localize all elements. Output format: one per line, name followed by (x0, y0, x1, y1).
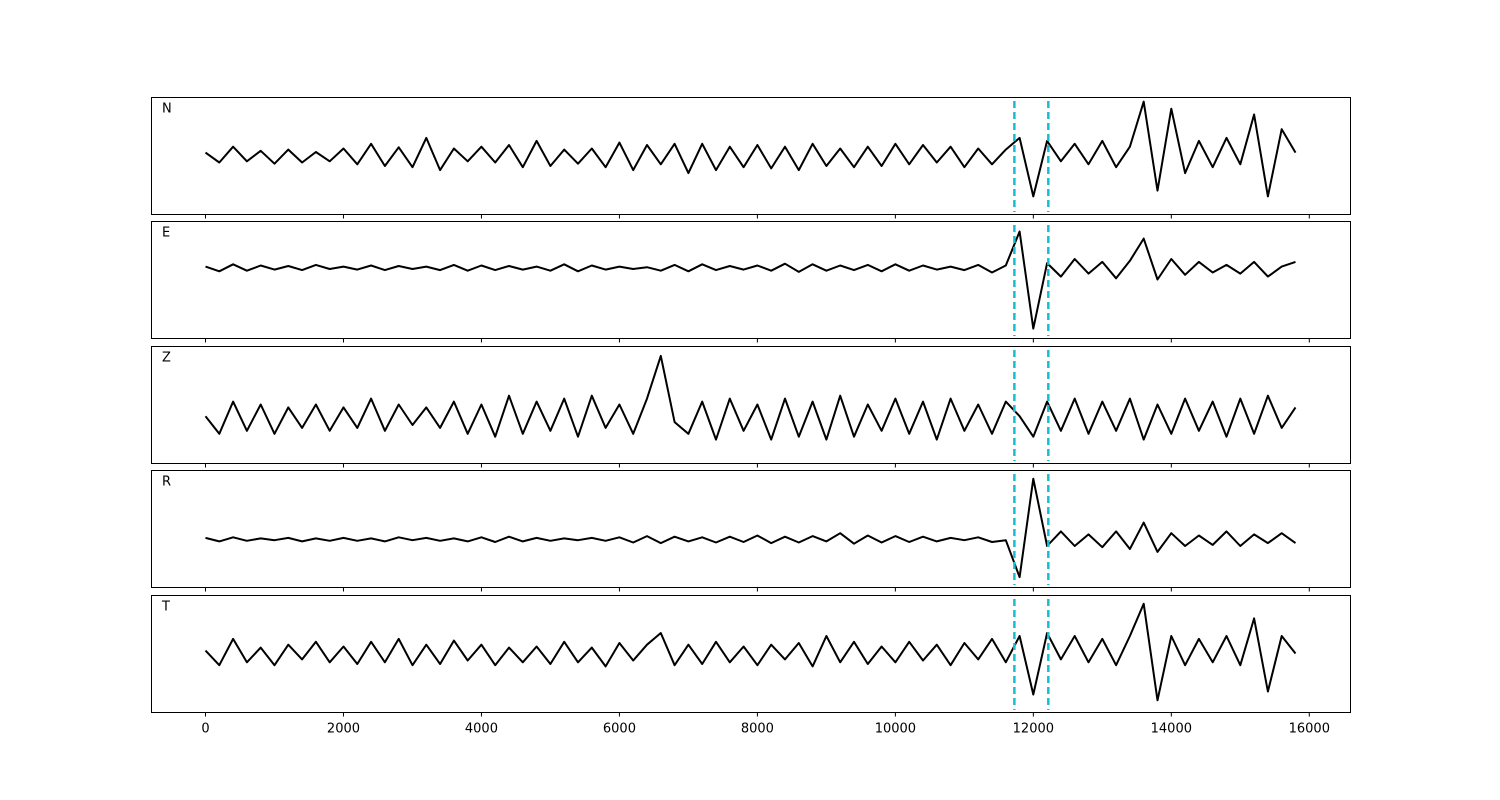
panel-frame (151, 346, 1351, 464)
x-tick-label: 14000 (1151, 722, 1192, 737)
panel-label: E (162, 226, 170, 241)
panel-frame (151, 221, 1351, 339)
panel-label: Z (162, 351, 171, 366)
trace-line (205, 477, 1297, 579)
x-tick-label: 2000 (327, 722, 360, 737)
x-tick-label: 12000 (1013, 722, 1054, 737)
trace-line (204, 602, 1297, 702)
trace-line (205, 230, 1296, 330)
x-tick-label: 8000 (741, 722, 774, 737)
x-tick-label: 10000 (875, 722, 916, 737)
panel-label: R (162, 475, 171, 490)
panel-frame (151, 470, 1351, 588)
panel-frame (151, 97, 1351, 215)
x-tick-label: 16000 (1289, 722, 1330, 737)
x-tick-label: 6000 (603, 722, 636, 737)
panel-frame (151, 595, 1351, 713)
panel-label: T (161, 600, 170, 615)
x-tick-label: 4000 (465, 722, 498, 737)
trace-line (204, 354, 1297, 441)
panel-label: N (162, 102, 172, 117)
x-tick-label: 0 (201, 722, 209, 737)
trace-line (204, 100, 1297, 198)
